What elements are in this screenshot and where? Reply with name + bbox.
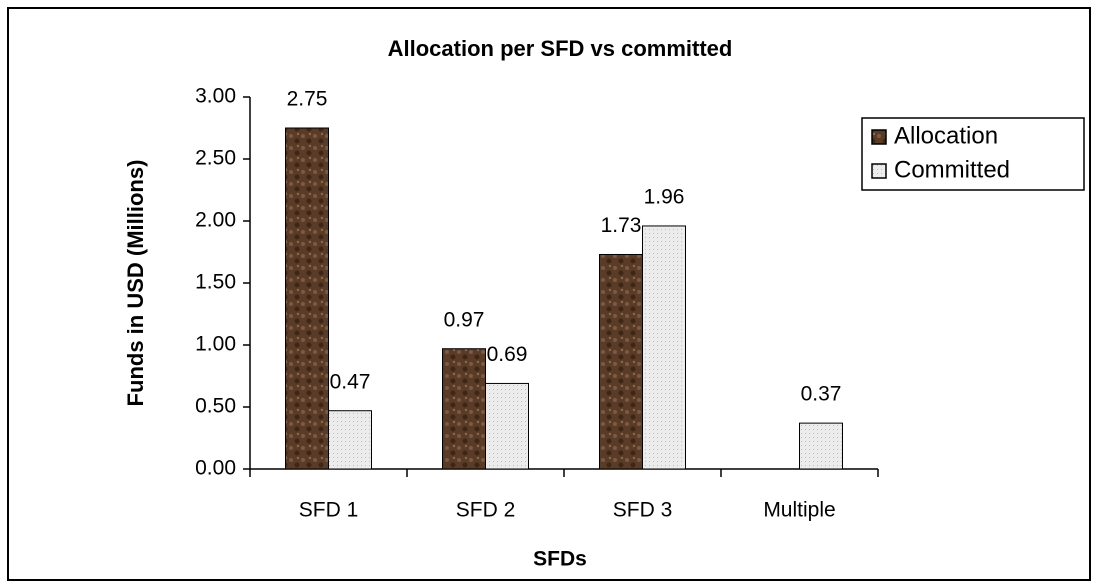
y-axis-label: Funds in USD (Millions) (123, 160, 148, 407)
legend-swatch (871, 129, 887, 145)
data-label: 0.97 (444, 308, 485, 331)
legend-label: Committed (894, 156, 1010, 183)
y-tick-label: 3.00 (195, 85, 236, 108)
y-tick-label: 2.50 (195, 147, 236, 170)
data-label: 0.37 (801, 383, 842, 406)
y-tick-label: 2.00 (195, 209, 236, 232)
bar (485, 382, 529, 470)
y-tick-label: 0.00 (195, 457, 236, 480)
legend (861, 117, 1085, 191)
legend-swatch (871, 163, 887, 179)
bar (328, 410, 372, 470)
legend-label: Allocation (894, 122, 998, 149)
bar (799, 422, 843, 470)
x-axis-label: SFDs (533, 548, 587, 571)
data-label: 0.69 (487, 343, 528, 366)
y-tick-label: 0.50 (195, 395, 236, 418)
x-tick-label: SFD 3 (613, 499, 673, 522)
bar (599, 253, 643, 470)
x-tick-label: Multiple (763, 499, 835, 522)
y-tick-label: 1.00 (195, 333, 236, 356)
data-label: 2.75 (287, 88, 328, 111)
chart-border (7, 7, 1091, 581)
chart-title: Allocation per SFD vs committed (388, 36, 733, 61)
bar (442, 348, 486, 470)
y-tick-label: 1.50 (195, 271, 236, 294)
data-label: 1.73 (601, 214, 642, 237)
x-tick-label: SFD 1 (299, 499, 359, 522)
data-label: 1.96 (644, 186, 685, 209)
bar (642, 225, 686, 470)
x-tick-label: SFD 2 (456, 499, 516, 522)
bar (285, 127, 329, 470)
data-label: 0.47 (330, 370, 371, 393)
